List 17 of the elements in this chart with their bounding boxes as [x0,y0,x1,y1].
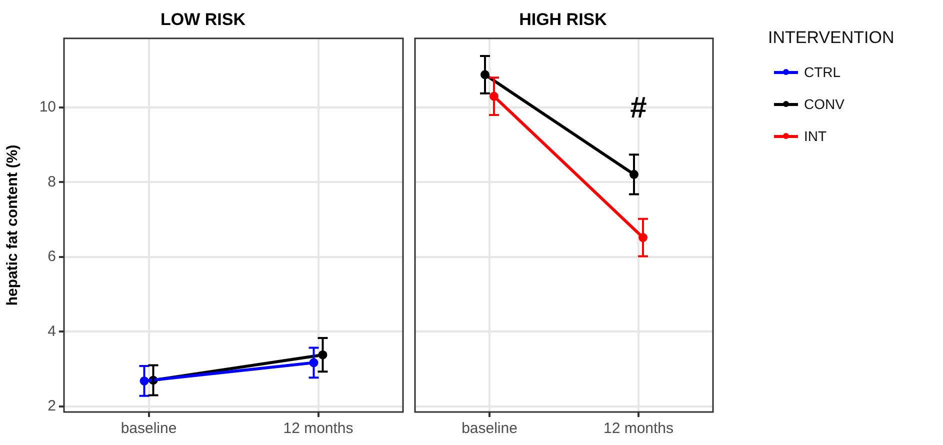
x-tick-label: baseline [120,420,177,438]
legend-title: INTERVENTION [768,28,894,48]
legend-label: CONV [804,96,844,112]
legend-label: INT [804,128,827,144]
chart-title: LOW RISK [160,10,246,29]
y-tick-label: 10 [39,98,56,116]
y-axis-title: hepatic fat content (%) [4,144,22,306]
annotation: # [630,92,648,125]
x-tick-label: 12 months [283,420,354,438]
x-tick-label: 12 months [603,420,674,438]
y-tick-label: 2 [48,398,56,415]
legend-label: CTRL [804,64,841,80]
y-tick-label: 4 [48,322,56,340]
y-tick-label: 8 [48,173,56,190]
y-tick-label: 6 [48,248,56,266]
chart-title: HIGH RISK [519,10,608,29]
x-tick-label: baseline [462,420,518,438]
